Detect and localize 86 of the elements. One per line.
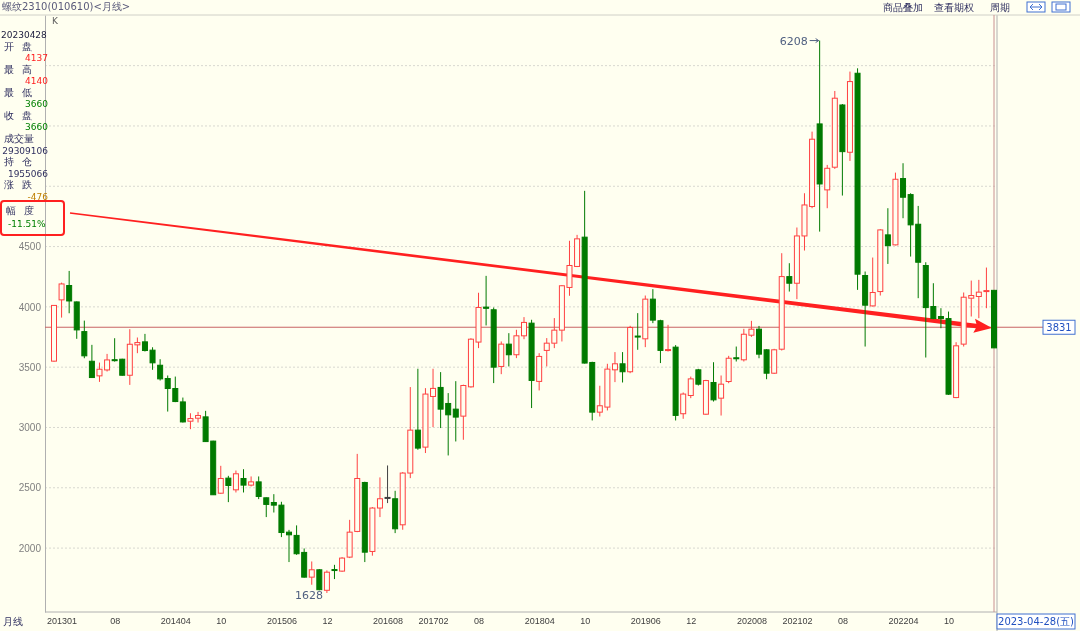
candlestick — [498, 340, 505, 375]
annotation: 20230428 — [1, 30, 48, 40]
x-tick-label: 10 — [944, 616, 955, 627]
x-tick-label: 08 — [110, 616, 121, 627]
text: 最低 — [4, 87, 40, 98]
candlestick — [983, 267, 990, 309]
candlestick — [414, 368, 421, 451]
candlestick — [869, 257, 876, 307]
y-tick-label: 2500 — [18, 482, 42, 494]
candlestick — [225, 475, 232, 503]
candlestick — [248, 475, 255, 487]
candlestick — [975, 279, 982, 319]
annotation: 4140 — [25, 76, 49, 86]
x-tick-label: 201301 — [47, 616, 78, 627]
y-tick-label: 4000 — [18, 301, 42, 313]
candlestick — [786, 262, 793, 293]
x-tick-label: 08 — [837, 616, 848, 627]
candlestick — [824, 164, 831, 209]
text: 商品叠加 — [883, 2, 923, 13]
candlestick — [483, 275, 490, 326]
annotation: 29309106 — [2, 146, 49, 156]
candlestick — [255, 475, 262, 500]
candlestick — [179, 397, 186, 424]
text: 最高 — [4, 64, 40, 75]
y-tick-label: 3000 — [18, 422, 42, 434]
chart-title: 螺纹2310(010610)<月线> — [2, 1, 131, 12]
candlestick — [718, 374, 725, 417]
text: 收盘 — [4, 110, 40, 121]
text: 开盘 — [4, 41, 40, 52]
candlestick — [771, 348, 778, 375]
x-tick-label: 201608 — [373, 616, 404, 627]
x-tick-label: 202204 — [888, 616, 919, 627]
x-tick-label: 201702 — [418, 616, 449, 627]
x-tick-label: 201404 — [160, 616, 191, 627]
x-tick-label: 10 — [216, 616, 227, 627]
candlestick — [58, 282, 65, 319]
x-tick-label: 12 — [322, 616, 333, 627]
text: 幅度 — [6, 205, 42, 216]
text: 2023-04-28(五) — [998, 616, 1075, 627]
x-tick-label: 201906 — [630, 616, 661, 627]
candlestick — [232, 470, 239, 493]
annotation: 3660 — [25, 99, 49, 109]
y-tick-label: 2000 — [18, 542, 42, 554]
text: 涨跌 — [4, 179, 40, 190]
candlestick — [263, 496, 270, 518]
candlestick — [680, 392, 687, 420]
candlestick — [217, 465, 224, 495]
candlestick — [240, 468, 247, 493]
annotation: 3660 — [25, 122, 49, 132]
annotation: 4137 — [25, 53, 48, 63]
text: 查看期权 — [934, 2, 974, 13]
x-tick-label: 201804 — [524, 616, 555, 627]
candlestick — [66, 270, 73, 314]
candlestick — [725, 355, 732, 384]
annotation: K — [52, 16, 59, 26]
x-tick-label: 08 — [474, 616, 485, 627]
candlestick — [505, 332, 512, 367]
x-tick-label: 202008 — [736, 616, 767, 627]
candlestick — [308, 560, 315, 586]
text: 月线 — [3, 616, 23, 627]
annotation: 6208 — [779, 34, 808, 48]
annotation: -476 — [27, 192, 49, 202]
candlestick — [88, 344, 95, 379]
candlestick — [157, 358, 164, 382]
y-tick-label: 3500 — [18, 361, 42, 373]
x-tick-label: 12 — [686, 616, 697, 627]
annotation: 1628 — [294, 588, 323, 602]
candlestick — [384, 464, 391, 504]
annotation: -11.51% — [8, 219, 47, 229]
candlestick — [452, 380, 459, 442]
x-tick-label: 201506 — [266, 616, 297, 627]
candlestick — [665, 324, 672, 352]
x-tick-label: 202102 — [782, 616, 813, 627]
candlestick — [884, 207, 891, 265]
candlestick — [634, 312, 641, 351]
candlestick — [619, 351, 626, 383]
text: 成交量 — [4, 133, 34, 144]
candlestick — [710, 361, 717, 403]
y-tick-label: 4500 — [18, 241, 42, 253]
text: 持仓 — [4, 156, 40, 167]
x-tick-label: 10 — [580, 616, 591, 627]
candlestick — [323, 569, 330, 594]
candlestick — [687, 376, 694, 399]
text: 周期 — [990, 2, 1010, 13]
annotation: 1955066 — [7, 169, 49, 179]
ref-line-label: 3831 — [1046, 322, 1072, 334]
